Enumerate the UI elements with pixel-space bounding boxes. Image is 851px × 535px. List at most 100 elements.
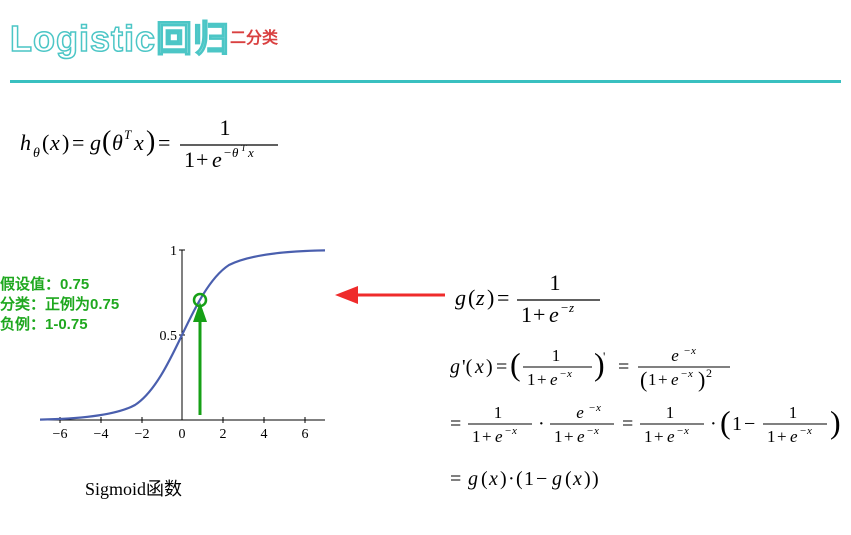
svg-text:): ) <box>146 126 155 157</box>
svg-text:e: e <box>790 427 798 446</box>
g-formula: g ( z ) = 1 1 + e − z <box>455 270 655 335</box>
svg-text:): ) <box>500 468 507 490</box>
svg-text:−: − <box>536 468 547 490</box>
svg-text:0: 0 <box>179 427 186 442</box>
svg-text:g: g <box>468 468 478 490</box>
svg-text:1: 1 <box>524 468 534 490</box>
svg-text:e: e <box>577 427 585 446</box>
svg-text:1: 1 <box>472 427 481 446</box>
svg-text:6: 6 <box>302 427 309 442</box>
svg-text:x: x <box>566 368 572 380</box>
svg-text:x: x <box>247 145 254 160</box>
title-sub: 二分类 <box>230 30 278 47</box>
svg-text:1: 1 <box>550 270 561 295</box>
svg-text:x: x <box>49 130 60 155</box>
svg-text:θ: θ <box>232 145 239 160</box>
svg-text:1: 1 <box>732 413 742 435</box>
svg-text:e: e <box>671 370 679 389</box>
svg-text:=: = <box>618 356 629 378</box>
svg-text:1: 1 <box>789 403 798 422</box>
svg-text:x: x <box>593 425 599 437</box>
svg-text:g: g <box>552 468 562 490</box>
svg-text:1: 1 <box>220 115 231 140</box>
svg-text:x: x <box>687 368 693 380</box>
svg-text:g: g <box>450 356 460 378</box>
svg-text:1: 1 <box>552 346 561 365</box>
svg-text:+: + <box>537 370 547 389</box>
svg-text:': ' <box>603 349 605 364</box>
svg-text:1: 1 <box>767 427 776 446</box>
svg-text:·: · <box>508 468 515 490</box>
svg-text:g: g <box>455 285 466 310</box>
svg-text:·: · <box>538 413 545 435</box>
svg-text:e: e <box>667 427 675 446</box>
svg-text:−: − <box>561 300 568 315</box>
svg-text:1: 1 <box>666 403 675 422</box>
svg-text:(: ( <box>720 404 731 440</box>
svg-text:e: e <box>495 427 503 446</box>
svg-text:(: ( <box>565 468 572 490</box>
svg-text:z: z <box>475 285 485 310</box>
svg-text:): ) <box>698 367 705 392</box>
svg-text:x: x <box>683 425 689 437</box>
svg-text:): ) <box>592 468 599 490</box>
svg-text:1: 1 <box>648 370 657 389</box>
svg-text:x: x <box>474 356 484 378</box>
svg-text:−: − <box>800 425 806 437</box>
svg-text:1: 1 <box>644 427 653 446</box>
svg-text:−: − <box>587 425 593 437</box>
svg-text:e: e <box>576 403 584 422</box>
svg-text:): ) <box>830 404 841 440</box>
svg-text:+: + <box>654 427 664 446</box>
svg-text:θ: θ <box>33 146 40 161</box>
title-main: Logistic回归 <box>10 18 230 59</box>
svg-text:−: − <box>684 345 690 357</box>
svg-text:=: = <box>622 413 633 435</box>
svg-text:1: 1 <box>494 403 503 422</box>
svg-text:x: x <box>488 468 498 490</box>
svg-text:2: 2 <box>220 427 227 442</box>
svg-text:θ: θ <box>112 130 123 155</box>
svg-text:h: h <box>20 130 31 155</box>
svg-text:e: e <box>671 346 679 365</box>
svg-text:): ) <box>486 356 493 378</box>
svg-text:=: = <box>496 356 507 378</box>
svg-text:+: + <box>777 427 787 446</box>
svg-text:−: − <box>505 425 511 437</box>
sigmoid-chart: −6 −4 −2 0 2 4 6 0.5 1 <box>25 230 340 455</box>
svg-text:x: x <box>806 425 812 437</box>
svg-text:z: z <box>568 300 574 315</box>
svg-text:g: g <box>90 130 101 155</box>
svg-text:(: ( <box>102 126 111 157</box>
svg-text:−: − <box>681 368 687 380</box>
svg-text:4: 4 <box>261 427 268 442</box>
svg-text:T: T <box>124 127 132 142</box>
svg-text:+: + <box>658 370 668 389</box>
svg-text:x: x <box>511 425 517 437</box>
svg-text:=: = <box>158 130 170 155</box>
svg-text:+: + <box>482 427 492 446</box>
svg-text:1: 1 <box>521 302 532 327</box>
svg-text:−6: −6 <box>53 427 68 442</box>
svg-text:−2: −2 <box>135 427 150 442</box>
svg-text:−: − <box>224 145 231 160</box>
svg-text:=: = <box>450 413 461 435</box>
svg-text:+: + <box>533 302 545 327</box>
red-arrow-icon <box>330 280 450 310</box>
svg-text:1: 1 <box>554 427 563 446</box>
annot-line2: 分类：正例为0.75 <box>0 295 119 315</box>
annotation-text: 假设值：0.75 分类：正例为0.75 负例：1-0.75 <box>0 275 119 335</box>
svg-text:1: 1 <box>170 244 177 259</box>
svg-text:x: x <box>595 402 601 414</box>
svg-text:=: = <box>72 130 84 155</box>
green-arrow-icon <box>193 302 207 415</box>
svg-text:x: x <box>133 130 144 155</box>
svg-text:(: ( <box>516 468 523 490</box>
svg-text:(: ( <box>510 346 521 382</box>
svg-text:·: · <box>710 413 717 435</box>
svg-text:): ) <box>487 285 494 310</box>
svg-text:=: = <box>450 468 461 490</box>
svg-text:e: e <box>212 147 222 172</box>
svg-text:'(: '( <box>462 356 473 378</box>
hypothesis-equation: h θ ( x ) = g ( θ T x ) = 1 1 + e − θ <box>20 115 320 191</box>
